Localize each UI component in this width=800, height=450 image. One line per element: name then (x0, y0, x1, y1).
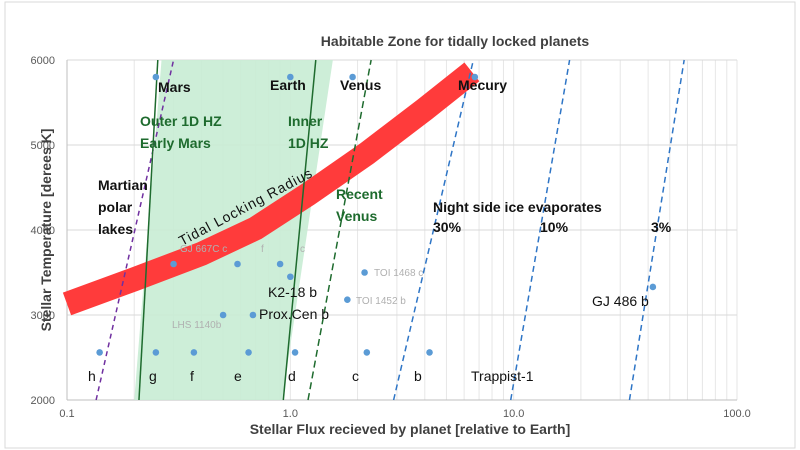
label-recent-venus-2: Venus (336, 208, 377, 224)
label-trappist-g: g (149, 368, 157, 384)
data-point (426, 349, 433, 356)
data-point (234, 260, 241, 268)
data-point (291, 349, 299, 356)
data-point (170, 260, 177, 268)
chart-title: Habitable Zone for tidally locked planet… (321, 33, 590, 49)
label-ice-title: Night side ice evaporates (433, 199, 602, 215)
x-tick-label: 0.1 (59, 408, 74, 420)
outer-hz-line (138, 59, 159, 401)
label-earth: Earth (270, 77, 306, 93)
data-point (245, 349, 252, 356)
data-points (96, 73, 657, 356)
label-mars: Mars (158, 79, 191, 95)
data-point (287, 273, 294, 281)
x-axis-title: Stellar Flux recieved by planet [relativ… (250, 421, 571, 437)
x-tick-label: 1.0 (283, 408, 298, 420)
y-tick-label: 4000 (31, 225, 55, 237)
recent-venus-line (307, 59, 372, 401)
label-trappist-c: c (352, 368, 359, 384)
label-mecury: Mecury (458, 77, 507, 93)
data-point (361, 269, 368, 276)
y-tick-label: 3000 (31, 310, 55, 322)
label-inner-hz-1: Inner (288, 113, 323, 129)
label-recent-venus-1: Recent (336, 186, 383, 202)
label-trappist-h: h (88, 368, 96, 384)
data-point (190, 349, 198, 356)
data-point (152, 73, 160, 81)
label-ice-30: 30% (433, 219, 462, 235)
label-c-faint: c (300, 244, 305, 255)
label-gj486: GJ 486 b (592, 293, 649, 309)
label-outer-hz-1: Outer 1D HZ (140, 113, 222, 129)
label-gj667: GJ 667C c (180, 244, 227, 255)
x-tick-label: 10.0 (503, 408, 524, 420)
data-point (96, 349, 103, 356)
data-point (219, 311, 227, 319)
x-tick-label: 100.0 (723, 408, 751, 420)
label-martian-2: polar (98, 199, 133, 215)
label-trappist-f: f (190, 368, 194, 384)
label-trappist-b: b (414, 368, 422, 384)
label-f-faint: f (261, 244, 264, 255)
inner-hz-line (282, 59, 317, 401)
label-trappist-e: e (234, 368, 242, 384)
ice-3-line (628, 59, 685, 401)
data-point (363, 349, 371, 356)
data-point (152, 349, 160, 356)
label-trappist: Trappist-1 (471, 368, 534, 384)
label-martian-3: lakes (98, 221, 133, 237)
label-lhs1140: LHS 1140b (172, 320, 222, 331)
ice-30-line (392, 59, 475, 401)
data-point (344, 296, 351, 304)
data-point (249, 311, 257, 319)
data-point (349, 73, 356, 81)
reference-lines (95, 59, 685, 401)
ice-10-line (509, 59, 571, 401)
label-martian-1: Martian (98, 177, 148, 193)
data-point (276, 260, 284, 268)
label-proxcen: Prox.Cen b (259, 306, 329, 322)
label-trappist-d: d (288, 368, 296, 384)
y-tick-label: 2000 (31, 395, 55, 407)
label-inner-hz-2: 1D HZ (288, 135, 329, 151)
martian-polar-line (95, 59, 175, 401)
label-k218: K2-18 b (268, 284, 317, 300)
y-tick-label: 6000 (31, 55, 55, 67)
label-venus: Venus (340, 77, 381, 93)
data-point (471, 73, 479, 81)
data-point (287, 73, 294, 81)
y-axis-title: Stellar Temperature [derees K] (38, 129, 54, 332)
y-tick-label: 5000 (31, 140, 55, 152)
label-toi1452: TOI 1452 b (356, 296, 406, 307)
label-ice-10: 10% (540, 219, 569, 235)
label-outer-hz-2: Early Mars (140, 135, 211, 151)
data-point (649, 283, 657, 291)
label-toi1468: TOI 1468 c (374, 268, 423, 279)
label-ice-3: 3% (651, 219, 672, 235)
